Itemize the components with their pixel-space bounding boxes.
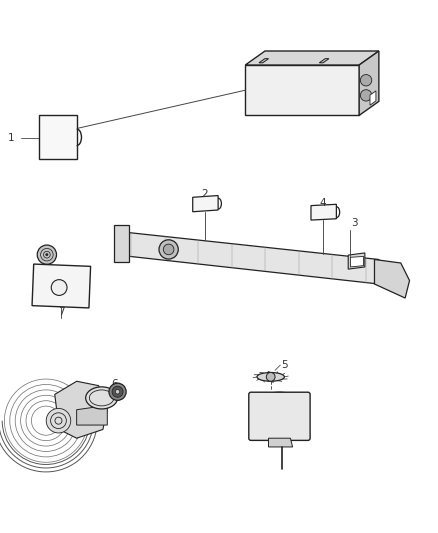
Text: 6: 6 [111,379,118,389]
Text: 5: 5 [281,360,288,370]
Circle shape [360,90,372,101]
Polygon shape [114,225,129,262]
Polygon shape [77,405,107,425]
Text: 4: 4 [320,198,327,208]
Polygon shape [370,91,376,105]
Polygon shape [359,51,379,115]
Circle shape [46,254,48,256]
Circle shape [51,280,67,295]
Polygon shape [118,231,379,284]
Polygon shape [193,196,218,212]
Circle shape [37,245,57,264]
Circle shape [360,75,372,86]
FancyBboxPatch shape [249,392,310,440]
Text: 2: 2 [201,190,208,199]
Ellipse shape [257,373,284,381]
Polygon shape [245,51,379,65]
Polygon shape [123,236,374,278]
Circle shape [159,240,178,259]
Circle shape [163,244,174,255]
Polygon shape [348,253,365,269]
Circle shape [55,417,62,424]
Circle shape [109,383,126,400]
Ellipse shape [262,405,297,427]
Polygon shape [374,260,410,298]
Circle shape [266,373,275,381]
Ellipse shape [86,387,117,409]
Polygon shape [245,65,359,115]
Polygon shape [268,438,293,447]
Text: 3: 3 [351,218,358,228]
Text: 7: 7 [58,307,65,317]
Circle shape [112,386,123,397]
Polygon shape [32,264,91,308]
Polygon shape [311,204,336,220]
Polygon shape [39,115,77,159]
Polygon shape [55,381,107,438]
Polygon shape [350,256,364,267]
Text: 1: 1 [7,133,14,143]
Polygon shape [319,59,329,63]
Circle shape [50,413,67,429]
Circle shape [115,390,120,394]
Polygon shape [259,59,268,63]
Circle shape [46,408,71,433]
